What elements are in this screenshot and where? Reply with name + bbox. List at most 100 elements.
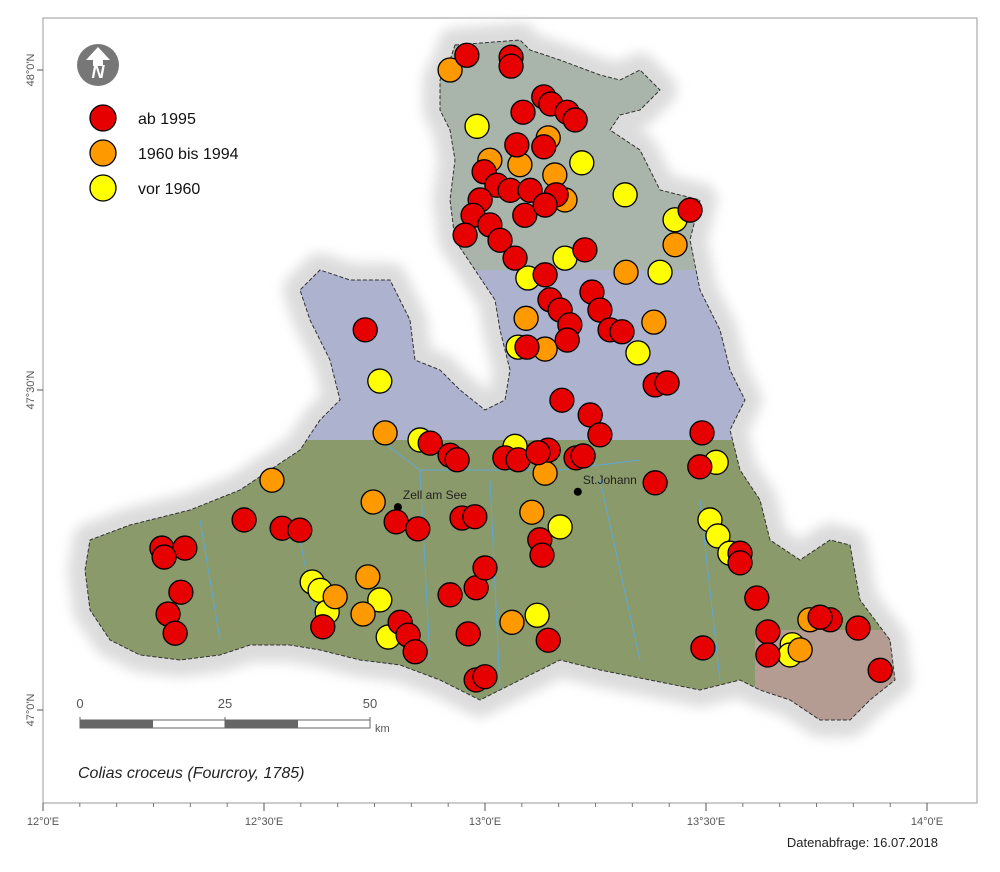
x-tick-label: 14°0'E: [911, 816, 943, 828]
legend-swatch: [89, 139, 117, 167]
record-point: [609, 319, 635, 345]
record-point: [504, 132, 530, 158]
record-point: [531, 134, 557, 160]
record-point: [512, 202, 538, 228]
record-point: [287, 517, 313, 543]
scalebar-label: 25: [218, 696, 232, 711]
record-point: [549, 387, 575, 413]
record-point: [355, 564, 381, 590]
record-point: [372, 420, 398, 446]
record-point: [525, 440, 551, 466]
footer: Datenabfrage: 16.07.2018: [787, 835, 938, 850]
record-point: [532, 262, 558, 288]
record-point: [259, 467, 285, 493]
x-tick-label: 13°30'E: [687, 816, 725, 828]
y-tick-label: 47°30'N: [25, 370, 37, 409]
place-label: Zell am See: [403, 488, 467, 502]
scalebar-segment: [152, 719, 226, 729]
record-point: [510, 99, 536, 125]
record-point: [867, 657, 893, 683]
record-point: [613, 259, 639, 285]
record-point: [437, 582, 463, 608]
legend-label: ab 1995: [138, 111, 196, 128]
y-tick-label: 47°0'N: [25, 694, 37, 727]
record-point: [677, 197, 703, 223]
record-point: [845, 615, 871, 641]
record-point: [569, 150, 595, 176]
record-point: [464, 113, 490, 139]
y-tick-label: 48°0'N: [25, 54, 37, 87]
x-tick-label: 13°0'E: [469, 816, 501, 828]
record-point: [444, 447, 470, 473]
record-point: [514, 334, 540, 360]
record-point: [807, 604, 833, 630]
record-point: [454, 42, 480, 68]
record-point: [151, 544, 177, 570]
record-point: [654, 370, 680, 396]
record-point: [562, 107, 588, 133]
legend-label: 1960 bis 1994: [138, 146, 239, 163]
record-point: [535, 627, 561, 653]
scalebar-segment: [297, 719, 371, 729]
scalebar-segment: [79, 719, 153, 729]
record-point: [625, 340, 651, 366]
records: [149, 42, 893, 693]
north-arrow: N: [77, 44, 119, 86]
record-point: [570, 443, 596, 469]
record-point: [787, 637, 813, 663]
record-point: [641, 309, 667, 335]
record-point: [455, 621, 481, 647]
record-point: [367, 587, 393, 613]
record-point: [417, 430, 443, 456]
record-point: [462, 504, 488, 530]
record-point: [352, 317, 378, 343]
record-point: [524, 602, 550, 628]
record-point: [383, 509, 409, 535]
record-point: [322, 584, 348, 610]
place-label: St.Johann: [583, 473, 637, 487]
record-point: [744, 585, 770, 611]
record-point: [350, 601, 376, 627]
record-point: [647, 259, 673, 285]
x-tick-label: 12°30'E: [245, 816, 283, 828]
scalebar-unit: km: [375, 723, 390, 735]
record-point: [502, 245, 528, 271]
legend-swatch: [89, 174, 117, 202]
scalebar-label: 50: [363, 696, 377, 711]
record-point: [360, 489, 386, 515]
record-point: [755, 642, 781, 668]
record-point: [519, 499, 545, 525]
record-point: [310, 614, 336, 640]
record-point: [687, 454, 713, 480]
record-point: [689, 420, 715, 446]
record-point: [231, 507, 257, 533]
record-point: [405, 516, 431, 542]
record-point: [554, 327, 580, 353]
record-point: [727, 550, 753, 576]
record-point: [532, 192, 558, 218]
record-point: [487, 227, 513, 253]
north-label: N: [92, 62, 106, 82]
map-title: Colias croceus (Fourcroy, 1785): [78, 765, 304, 782]
record-point: [612, 182, 638, 208]
record-point: [162, 620, 188, 646]
place-marker: [393, 503, 402, 512]
legend-label: vor 1960: [138, 181, 200, 198]
scalebar-segment: [224, 719, 298, 729]
record-point: [587, 297, 613, 323]
record-point: [690, 635, 716, 661]
record-point: [513, 305, 539, 331]
record-point: [662, 232, 688, 258]
record-point: [367, 368, 393, 394]
record-point: [705, 523, 731, 549]
legend-swatch: [89, 104, 117, 132]
record-point: [168, 579, 194, 605]
record-point: [472, 555, 498, 581]
place-marker: [573, 487, 582, 496]
record-point: [642, 470, 668, 496]
record-point: [529, 542, 555, 568]
record-point: [587, 422, 613, 448]
record-point: [472, 664, 498, 690]
